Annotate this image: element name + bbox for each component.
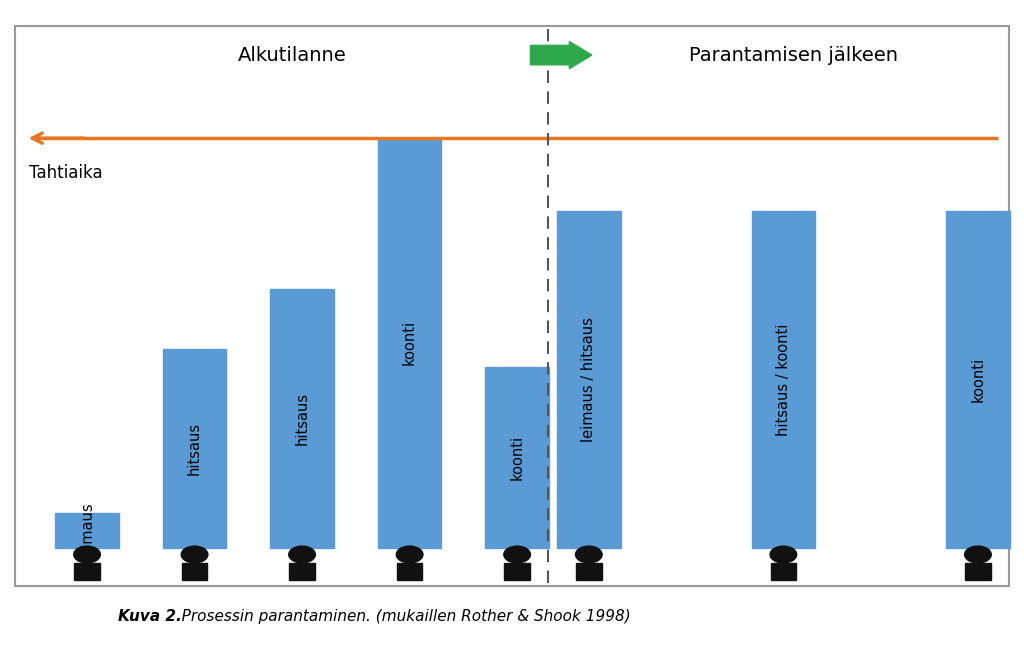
Text: Alkutilanne: Alkutilanne bbox=[238, 45, 346, 65]
Text: hitsaus: hitsaus bbox=[187, 422, 202, 475]
FancyBboxPatch shape bbox=[15, 26, 1009, 586]
Text: Parantamisen jälkeen: Parantamisen jälkeen bbox=[689, 45, 898, 65]
Bar bbox=[378, 138, 441, 548]
Circle shape bbox=[181, 546, 208, 563]
Bar bbox=[770, 563, 797, 580]
Bar bbox=[946, 211, 1010, 548]
Bar bbox=[557, 211, 621, 548]
Text: Tahtiaika: Tahtiaika bbox=[29, 164, 102, 182]
Circle shape bbox=[74, 546, 100, 563]
Bar bbox=[397, 563, 423, 580]
Bar bbox=[752, 211, 815, 548]
Bar bbox=[575, 563, 602, 580]
Bar bbox=[163, 349, 226, 548]
Bar bbox=[965, 563, 991, 580]
Text: hitsaus: hitsaus bbox=[295, 392, 309, 445]
Bar bbox=[289, 563, 315, 580]
Text: Kuva 2.: Kuva 2. bbox=[118, 609, 181, 625]
Text: koonti: koonti bbox=[402, 320, 417, 365]
Text: leimaus: leimaus bbox=[80, 502, 94, 559]
Text: hitsaus / koonti: hitsaus / koonti bbox=[776, 323, 791, 435]
Bar bbox=[485, 367, 549, 548]
Circle shape bbox=[965, 546, 991, 563]
Text: koonti: koonti bbox=[510, 435, 524, 480]
Circle shape bbox=[289, 546, 315, 563]
Circle shape bbox=[396, 546, 423, 563]
Circle shape bbox=[575, 546, 602, 563]
Circle shape bbox=[770, 546, 797, 563]
Bar bbox=[55, 513, 119, 548]
FancyArrow shape bbox=[530, 41, 592, 69]
Bar bbox=[504, 563, 530, 580]
Bar bbox=[270, 289, 334, 548]
Bar bbox=[182, 563, 207, 580]
Text: Prosessin parantaminen. (mukaillen Rother & Shook 1998): Prosessin parantaminen. (mukaillen Rothe… bbox=[167, 609, 631, 625]
Text: leimaus / hitsaus: leimaus / hitsaus bbox=[582, 317, 596, 442]
Circle shape bbox=[504, 546, 530, 563]
Bar bbox=[75, 563, 100, 580]
Text: koonti: koonti bbox=[971, 357, 985, 402]
